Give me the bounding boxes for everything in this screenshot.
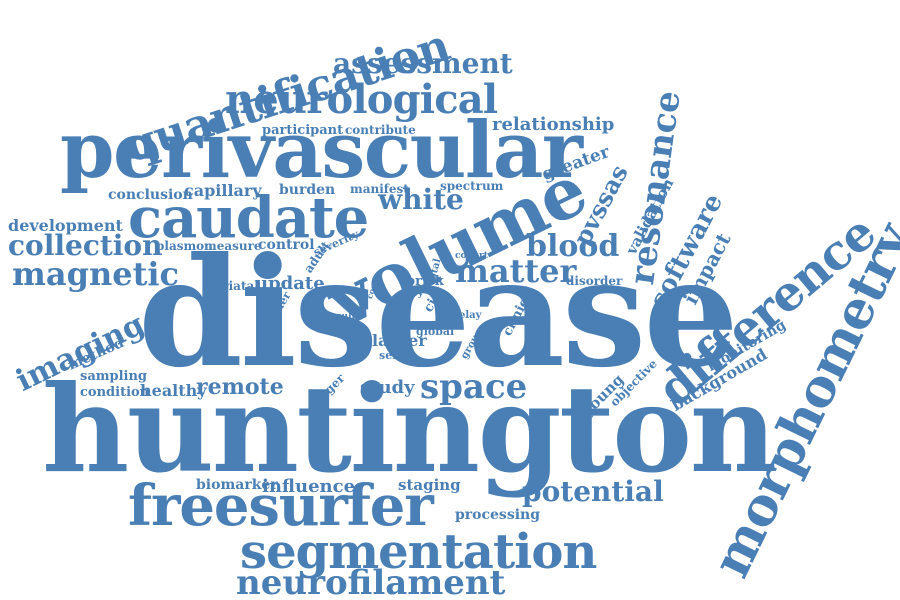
word-update: update [255, 275, 325, 293]
word-spectrum: spectrum [440, 180, 503, 192]
word-biomarker: biomarker [196, 478, 278, 492]
word-study: study [360, 379, 415, 397]
word-potential: potential [522, 478, 664, 506]
word-remote: remote [196, 376, 284, 398]
word-healthy: healthy [140, 383, 207, 399]
word-capillary: capillary [184, 183, 262, 199]
word-burden: burden [279, 183, 335, 197]
word-disp: disp [332, 327, 351, 335]
word-grey: grey [399, 289, 423, 299]
word-global: global [416, 326, 454, 337]
word-relationship: relationship [492, 116, 614, 134]
word-collection: collection [8, 232, 162, 260]
word-striatal: striatal [210, 280, 259, 292]
word-neurofilament: neurofilament [236, 566, 505, 600]
word-serum: serum [379, 350, 418, 361]
word-neurological: neurological [225, 80, 497, 120]
word-assessment: assessment [333, 50, 513, 78]
word-result: result [326, 313, 356, 322]
word-processing: processing [455, 508, 540, 522]
word-manifest: manifest [350, 183, 409, 195]
word-condition: condition [80, 386, 149, 399]
word-participant: participant [262, 124, 343, 137]
word-space: space [420, 370, 527, 404]
word-development: development [8, 218, 123, 234]
word-cohort: cohort [455, 252, 488, 261]
word-delay: delay [452, 311, 481, 321]
word-magnetic: magnetic [12, 258, 179, 290]
word-sampling: sampling [80, 370, 147, 383]
word-disorder: disorder [566, 275, 622, 287]
word-measure: measure [204, 240, 262, 252]
word-control: control [258, 238, 315, 252]
word-contribute: contribute [345, 124, 416, 136]
word-conclusion: conclusion [108, 188, 193, 202]
word-staging: staging [398, 478, 461, 493]
